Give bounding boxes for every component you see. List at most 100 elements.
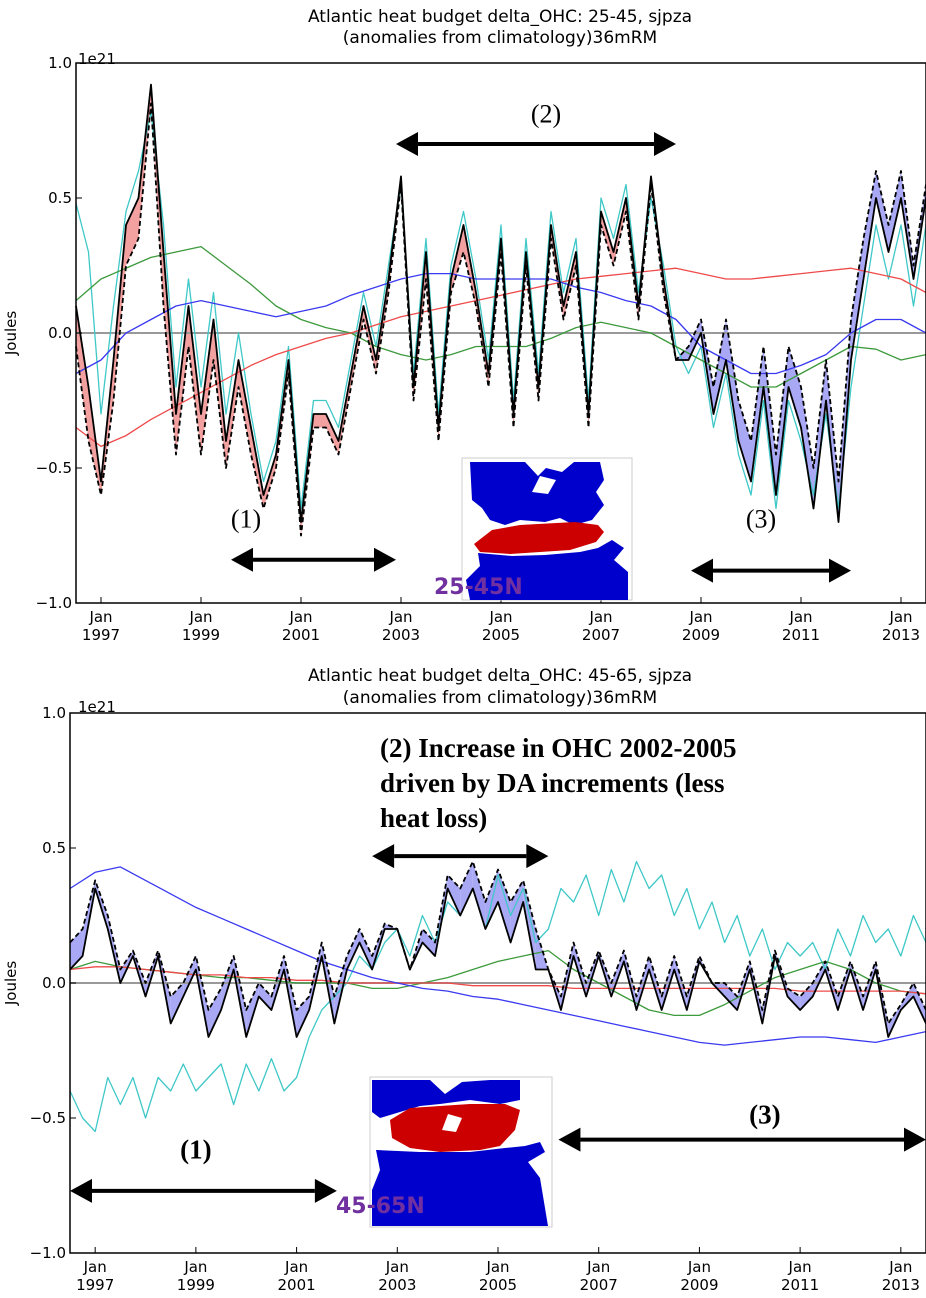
series-lines [75,83,926,537]
x-tick-label-year: 2005 [482,626,520,644]
period-label: (2) [531,99,561,128]
fill-segment [726,319,739,441]
x-tick-label-month: Jan [284,1258,308,1276]
annotation-line3: heat loss) [380,803,487,833]
map-land-patch [532,476,556,494]
chart-title-line2: (anomalies from climatology)36mRM [343,28,657,48]
y-tick-label: −1.0 [30,1244,66,1262]
x-tick-label-month: Jan [888,608,912,626]
annotation-line2: driven by DA increments (less [380,768,725,798]
fill-segment [800,983,813,1010]
fill-segment [801,387,814,509]
series-lines [69,860,926,1133]
y-axis-label: Joules [2,311,20,357]
y-tick-label: 0.0 [48,324,72,342]
fill-segment [208,988,222,1037]
fill-segment [263,454,276,509]
x-tick-label-year: 2009 [680,1276,718,1294]
series-line-cyan [75,110,926,510]
x-tick-label-year: 2003 [378,1276,416,1294]
series-line-blue [69,866,926,1046]
series-line-black-dashed [75,102,926,537]
chart-title-line1: Atlantic heat budget delta_OHC: 25-45, s… [308,7,692,27]
fill-segment [863,171,876,279]
y-tick-label: 0.5 [48,189,72,207]
fill-segment [296,996,310,1037]
fill-segment [76,306,89,441]
period-arrows [70,844,926,1203]
fill-segment [313,414,326,428]
fill-segment [611,950,624,997]
panel-bottom: Atlantic heat budget delta_OHC: 45-65, s… [2,666,926,1294]
series-line-black-dashed [69,860,926,1025]
x-tick-label-month: Jan [687,1258,711,1276]
x-tick-label-month: Jan [586,1258,610,1276]
map-region-label: 25-45N [434,575,523,600]
x-tick-label-month: Jan [788,1258,812,1276]
y-tick-label: 1.0 [48,54,72,72]
x-tick-label-year: 2013 [882,626,920,644]
x-tick-label-month: Jan [88,608,112,626]
x-tick-label-year: 2009 [682,626,720,644]
period-labels: (1) (2) (3) [231,99,776,533]
region-map-inset: 45-65N [336,1076,553,1228]
annotation-text-block: (2) Increase in OHC 2002-2005 driven by … [380,733,736,833]
arrow-head-right [904,1127,926,1152]
fill-segment [776,346,789,495]
period-labels: (1) (3) [180,1099,780,1164]
x-tick-label-month: Jan [488,608,512,626]
annotation-line1: (2) Increase in OHC 2002-2005 [380,733,736,763]
x-tick-label-year: 2007 [580,1276,618,1294]
fill-segment [238,360,251,455]
fill-segment [183,956,196,997]
fill-segment [346,929,360,970]
x-tick-label-year: 1997 [76,1276,114,1294]
x-tick-label-month: Jan [485,1258,509,1276]
fill-segment [498,869,511,943]
fill-segment [359,929,373,970]
fill-segment [724,983,738,1010]
x-tick-label-month: Jan [388,608,412,626]
x-ticks: Jan1997Jan1999Jan2001Jan2003Jan2005Jan20… [76,1247,920,1294]
map-land-north [372,1080,520,1118]
fill-segment [851,238,864,360]
y-tick-label: 0.0 [42,974,66,992]
fill-segment [472,861,486,929]
arrow-head-right [314,1178,337,1203]
fill-segment [788,346,801,428]
region-map-inset: 25-45N [434,457,633,601]
fill-segment [601,211,614,266]
period-label: (3) [749,1099,780,1129]
fill-segment [409,929,423,970]
series-line-red [69,966,926,995]
fill-area-group [70,861,926,1037]
fill-segment [258,983,272,1010]
arrow-head-right [526,844,549,869]
fill-segment [226,360,239,468]
x-tick-label-year: 2001 [282,626,320,644]
fill-segment [751,346,764,482]
y-scale-label: 1e21 [78,698,116,716]
x-tick-label-month: Jan [788,608,812,626]
arrow-head-left [396,132,418,156]
x-tick-label-year: 2011 [781,1276,819,1294]
map-region-label: 45-65N [336,1194,425,1219]
fill-segment [201,319,214,455]
y-tick-label: 0.5 [42,839,66,857]
x-tick-label-year: 2011 [782,626,820,644]
fill-segment [460,861,473,916]
x-tick-label-year: 1997 [82,626,120,644]
fill-segment [188,306,201,455]
x-tick-label-year: 2005 [479,1276,517,1294]
x-tick-label-month: Jan [183,1258,207,1276]
x-tick-label-year: 1999 [182,626,220,644]
y-tick-label: 1.0 [42,704,66,722]
chart-title-line1: Atlantic heat budget delta_OHC: 45-65, s… [308,666,692,686]
map-land-south [466,540,628,600]
map-land-patch [442,1114,462,1132]
x-tick-label-month: Jan [83,1258,107,1276]
arrow-head-left [372,844,395,869]
series-line-black [69,887,926,1038]
fill-segment [170,983,184,1024]
